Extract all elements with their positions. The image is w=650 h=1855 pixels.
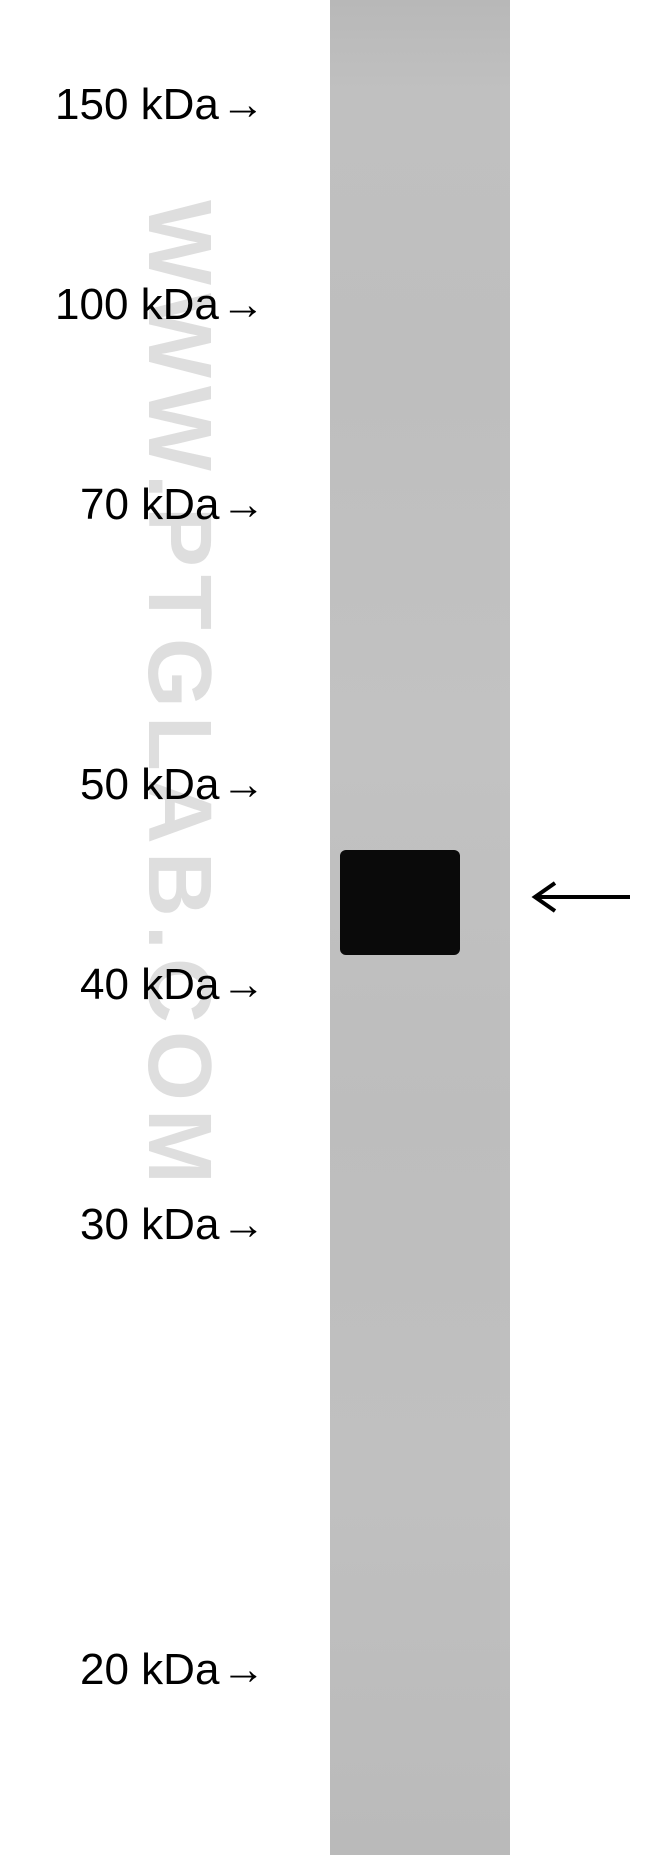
arrow-icon: → [221,280,265,330]
blot-container: WWW.PTGLAB.COM 150 kDa→ 100 kDa→ 70 kDa→… [0,0,650,1855]
arrow-icon: → [221,1645,265,1695]
marker-50: 50 kDa→ [80,760,265,810]
marker-30: 30 kDa→ [80,1200,265,1250]
watermark-text: WWW.PTGLAB.COM [127,200,230,1192]
arrow-icon: → [221,760,265,810]
marker-text: 100 kDa [55,280,219,329]
marker-20: 20 kDa→ [80,1645,265,1695]
arrow-left-icon [525,877,635,917]
arrow-icon: → [221,80,265,130]
marker-text: 40 kDa [80,960,219,1009]
arrow-icon: → [221,480,265,530]
marker-70: 70 kDa→ [80,480,265,530]
marker-150: 150 kDa→ [55,80,265,130]
marker-text: 30 kDa [80,1200,219,1249]
marker-text: 20 kDa [80,1645,219,1694]
marker-40: 40 kDa→ [80,960,265,1010]
arrow-icon: → [221,960,265,1010]
marker-text: 70 kDa [80,480,219,529]
arrow-icon: → [221,1200,265,1250]
marker-100: 100 kDa→ [55,280,265,330]
marker-text: 50 kDa [80,760,219,809]
marker-text: 150 kDa [55,80,219,129]
band-pointer-arrow [525,870,635,926]
protein-band [340,850,460,955]
